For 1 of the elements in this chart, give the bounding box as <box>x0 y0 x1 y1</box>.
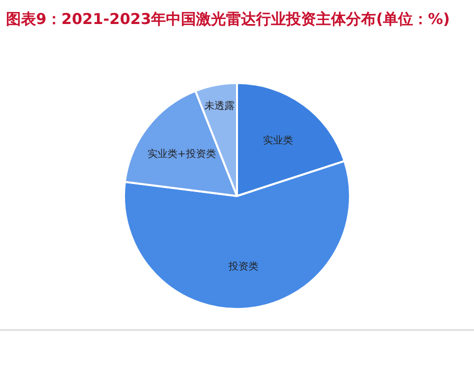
title: 图表9：2021-2023年中国激光雷达行业投资主体分布(单位：%) <box>6 10 450 28</box>
